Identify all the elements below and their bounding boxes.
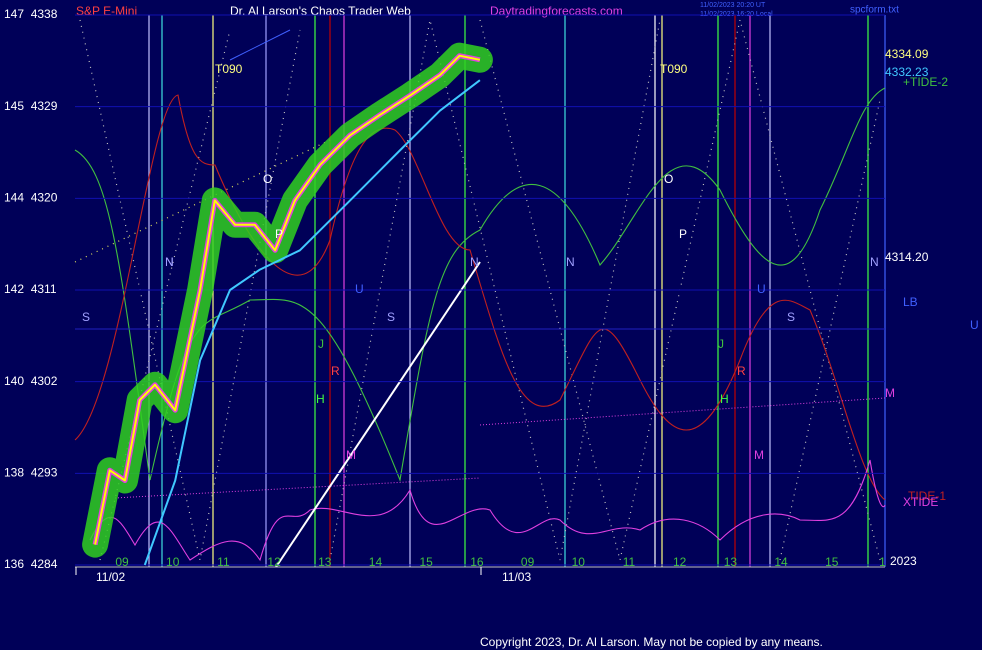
annotation: H [316,392,325,406]
annotation: R [737,364,746,378]
annotation: N [470,255,479,269]
annotation: S [787,310,795,324]
annotation: N [870,255,879,269]
x-tick-label: 09 [115,555,129,569]
annotation: O [664,172,673,186]
x-tick-label: 16 [470,555,484,569]
annotation: T090 [660,62,688,76]
y-tick-label: 142 4311 [4,282,57,296]
annotation: R [331,364,340,378]
right-label: +TIDE-2 [903,75,948,89]
annotation: T090 [215,62,243,76]
date-label: 11/02 [96,570,125,584]
x-tick-label: 14 [369,555,383,569]
right-label: LB [903,295,918,309]
annotation: H [720,392,729,406]
copyright: Copyright 2023, Dr. Al Larson. May not b… [480,635,823,649]
right-label: 4334.09 [885,47,929,61]
average-line [143,79,481,566]
timestamp: 11/02/2023 20:20 UT [700,2,766,9]
annotation: P [275,227,283,241]
right-label: M [885,386,895,400]
x-tick-label: 13 [318,555,332,569]
y-tick-label: 147 4338 [4,7,58,21]
x-tick-label: 13 [724,555,738,569]
annotation: N [165,255,174,269]
timestamp: 11/02/2023 16:20 Local [700,11,773,18]
site: Daytradingforecasts.com [490,4,623,18]
price-line [94,54,481,545]
x-tick-label: 12 [267,555,281,569]
y-tick-label: 138 4293 [4,466,58,480]
annotation: U [355,282,364,296]
x-tick-label: 15 [420,555,434,569]
year-label: 2023 [890,554,917,568]
annotation: M [754,448,764,462]
annotation: J [718,337,724,351]
right-label: U [970,318,979,332]
y-tick-label: 136 4284 [4,557,58,571]
right-label: TIDE-1 [908,489,946,503]
annotation: S [82,310,90,324]
symbol: S&P E-Mini [76,4,137,18]
x-tick-label: 10 [572,555,586,569]
x-tick-label: 11 [623,555,636,569]
x-tick-label: 14 [774,555,788,569]
right-label: XTIDE [903,495,938,509]
y-tick-label: 145 4329 [4,99,58,113]
x-tick-label: 09 [521,555,535,569]
right-label: 4332.23 [885,65,929,79]
annotation: U [757,282,766,296]
chart-title: Dr. Al Larson's Chaos Trader Web [230,4,411,18]
annotation: S [387,310,395,324]
y-tick-label: 140 4302 [4,374,58,388]
annotation: N [566,255,575,269]
date-label: 11/03 [502,570,531,584]
x-tick-label: 11 [217,555,230,569]
file-name: spcform.txt [850,5,899,16]
y-tick-label: 144 4320 [4,191,58,205]
x-tick-label: 1 [879,555,886,569]
x-tick-label: 10 [166,555,180,569]
annotation: P [679,227,687,241]
x-tick-label: 15 [825,555,839,569]
annotation: O [263,172,272,186]
x-tick-label: 12 [673,555,687,569]
annotation: N [165,255,174,269]
annotation: M [346,448,356,462]
right-label: 4314.20 [885,250,929,264]
annotation: J [318,337,324,351]
